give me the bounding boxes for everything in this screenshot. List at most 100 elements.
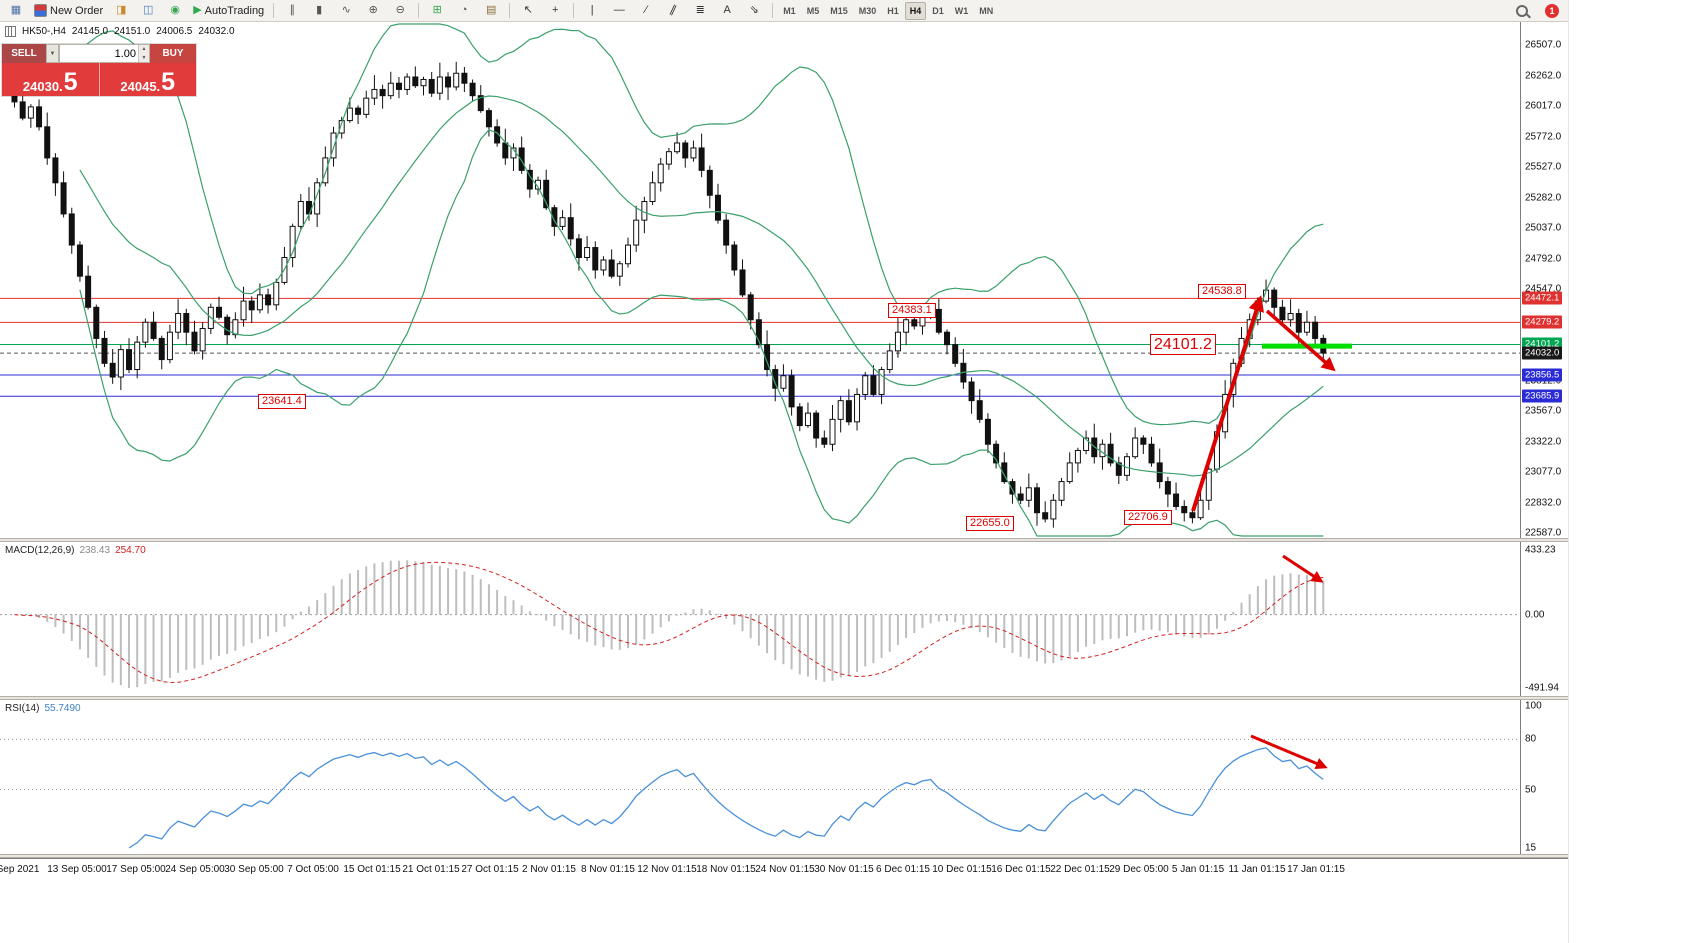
bid-base: 24030. — [22, 79, 63, 94]
macd-chart[interactable] — [0, 542, 1520, 696]
price-chart[interactable] — [0, 22, 1520, 538]
ohlc-low: 24006.5 — [156, 26, 193, 37]
timeframe-d1[interactable]: D1 — [932, 5, 944, 16]
price-axis-label: 26017.0 — [1525, 100, 1562, 112]
autotrading-icon: ▶ — [193, 4, 202, 16]
new-order-button[interactable]: New Order — [30, 1, 107, 21]
metaeditor-icon: ◨ — [115, 4, 127, 16]
periods-button[interactable]: ◔ — [451, 1, 477, 21]
time-axis-label: 15 Oct 01:15 — [343, 864, 401, 875]
new-order-icon — [34, 4, 47, 17]
panel-splitter[interactable] — [0, 854, 1568, 858]
rsi-axis-label: 50 — [1525, 784, 1537, 796]
time-axis-label: 30 Nov 01:15 — [814, 864, 874, 875]
widget-dropdown-button[interactable]: ▼ — [46, 44, 59, 63]
timeframe-w1[interactable]: W1 — [954, 5, 969, 16]
time-axis-label: 13 Sep 05:00 — [47, 864, 107, 875]
price-level-badge: 23856.5 — [1522, 368, 1563, 382]
macd-panel: MACD(12,26,9) 238.43 254.70 433.23 0.00 -491… — [0, 542, 1568, 696]
trendline-button[interactable]: ∕ — [633, 1, 659, 21]
time-axis-label: 17 Sep 05:00 — [106, 864, 166, 875]
price-level-badge: 24032.0 — [1522, 346, 1563, 360]
trendline-icon: ∕ — [645, 4, 648, 16]
ohlc-high: 24151.0 — [114, 26, 151, 37]
arrows-button[interactable]: ⇘ — [741, 1, 767, 21]
fibonacci-button[interactable]: ≣ — [687, 1, 713, 21]
time-axis-label: 18 Nov 01:15 — [696, 864, 756, 875]
cursor-icon: ↖ — [523, 4, 533, 16]
rsi-axis-label: 80 — [1525, 733, 1537, 745]
time-axis-label: 12 Nov 01:15 — [637, 864, 697, 875]
crosshair-button[interactable]: + — [542, 1, 568, 21]
time-axis-label: 16 Dec 01:15 — [991, 864, 1051, 875]
profiles-icon: ◫ — [142, 4, 154, 16]
timeframe-h4[interactable]: H4 — [904, 1, 927, 20]
rsi-header: RSI(14) 55.7490 — [5, 703, 81, 714]
line-chart-button[interactable]: ∿ — [333, 1, 359, 21]
timeframe-m30[interactable]: M30 — [858, 5, 877, 16]
channel-button[interactable]: ∥ — [660, 1, 686, 21]
price-axis-label: 24547.0 — [1525, 283, 1562, 295]
zoom-in-icon: ⊕ — [368, 4, 378, 16]
timeframe-mn[interactable]: MN — [979, 5, 994, 16]
autotrading-button[interactable]: ▶ AutoTrading — [189, 1, 268, 21]
rsi-panel: RSI(14) 55.7490 100 80 50 15 — [0, 700, 1568, 854]
timeframe-m1[interactable]: M1 — [783, 5, 796, 16]
bollinger-bands — [79, 23, 1324, 537]
vertical-line-button[interactable]: | — [579, 1, 605, 21]
trend-arrow — [1250, 734, 1328, 770]
panel-splitter[interactable] — [0, 696, 1568, 700]
zoom-in-button[interactable]: ⊕ — [360, 1, 386, 21]
timeframe-h1[interactable]: H1 — [887, 5, 899, 16]
search-button[interactable] — [1509, 1, 1535, 21]
zoom-out-icon: ⊖ — [395, 4, 405, 16]
time-axis-label: 5 Jan 01:15 — [1171, 864, 1225, 875]
trend-arrow — [1265, 309, 1336, 372]
price-axis: 26507.0 26262.0 26017.0 25772.0 25527.0 25282… — [1520, 22, 1568, 539]
horizontal-line-button[interactable]: — — [606, 1, 632, 21]
time-axis-label: 11 Jan 01:15 — [1228, 864, 1286, 875]
text-button[interactable]: A — [714, 1, 740, 21]
indicators-button[interactable]: ⊞ — [424, 1, 450, 21]
panel-splitter[interactable] — [0, 538, 1568, 542]
profiles-button[interactable]: ◫ — [135, 1, 161, 21]
timeframe-m5[interactable]: M5 — [806, 5, 820, 16]
new-chart-button[interactable]: ▦ — [3, 1, 29, 21]
bar-chart-button[interactable]: ∥ — [279, 1, 305, 21]
bid-price[interactable]: 24030. 5 — [2, 63, 100, 96]
time-axis-label: 21 Oct 01:15 — [402, 864, 460, 875]
cursor-button[interactable]: ↖ — [515, 1, 541, 21]
macd-axis-label: 433.23 — [1525, 544, 1556, 556]
volume-input[interactable] — [60, 45, 139, 62]
timeframe-m15[interactable]: M15 — [830, 5, 848, 16]
price-axis-label: 23567.0 — [1525, 405, 1562, 417]
time-axis-label: Sep 2021 — [0, 864, 40, 875]
rsi-line — [128, 747, 1324, 849]
sell-button[interactable]: SELL — [2, 44, 46, 63]
bar-chart-icon: ∥ — [289, 4, 295, 16]
time-axis-label: 10 Dec 01:15 — [932, 864, 992, 875]
notification-badge[interactable]: 1 — [1545, 3, 1559, 18]
macd-signal-line — [14, 561, 1324, 684]
volume-up-button[interactable]: ▲ — [139, 45, 149, 54]
candlesticks — [11, 61, 1327, 528]
ask-price[interactable]: 24045. 5 — [99, 63, 196, 96]
candlestick-chart-button[interactable]: ▮ — [306, 1, 332, 21]
time-axis-label: 6 Dec 01:15 — [876, 864, 930, 875]
buy-button[interactable]: BUY — [150, 44, 196, 63]
rsi-chart[interactable] — [0, 700, 1520, 854]
vertical-line-icon: | — [590, 4, 594, 16]
metaeditor-button[interactable]: ◨ — [108, 1, 134, 21]
toolbar-right-group: 1 — [1509, 1, 1565, 21]
time-axis-label: 29 Dec 05:00 — [1109, 864, 1169, 875]
autotrading-button-label: AutoTrading — [204, 4, 265, 17]
ohlc-close: 24032.0 — [198, 26, 235, 37]
market-watch-button[interactable]: ◉ — [162, 1, 188, 21]
macd-axis: 433.23 0.00 -491.94 — [1520, 542, 1568, 696]
volume-down-button[interactable]: ▼ — [139, 53, 149, 62]
crosshair-icon: + — [551, 4, 559, 16]
time-axis-label: 24 Nov 01:15 — [755, 864, 815, 875]
templates-button[interactable]: ▤ — [478, 1, 504, 21]
price-axis-label: 25772.0 — [1525, 131, 1562, 142]
zoom-out-button[interactable]: ⊖ — [387, 1, 413, 21]
